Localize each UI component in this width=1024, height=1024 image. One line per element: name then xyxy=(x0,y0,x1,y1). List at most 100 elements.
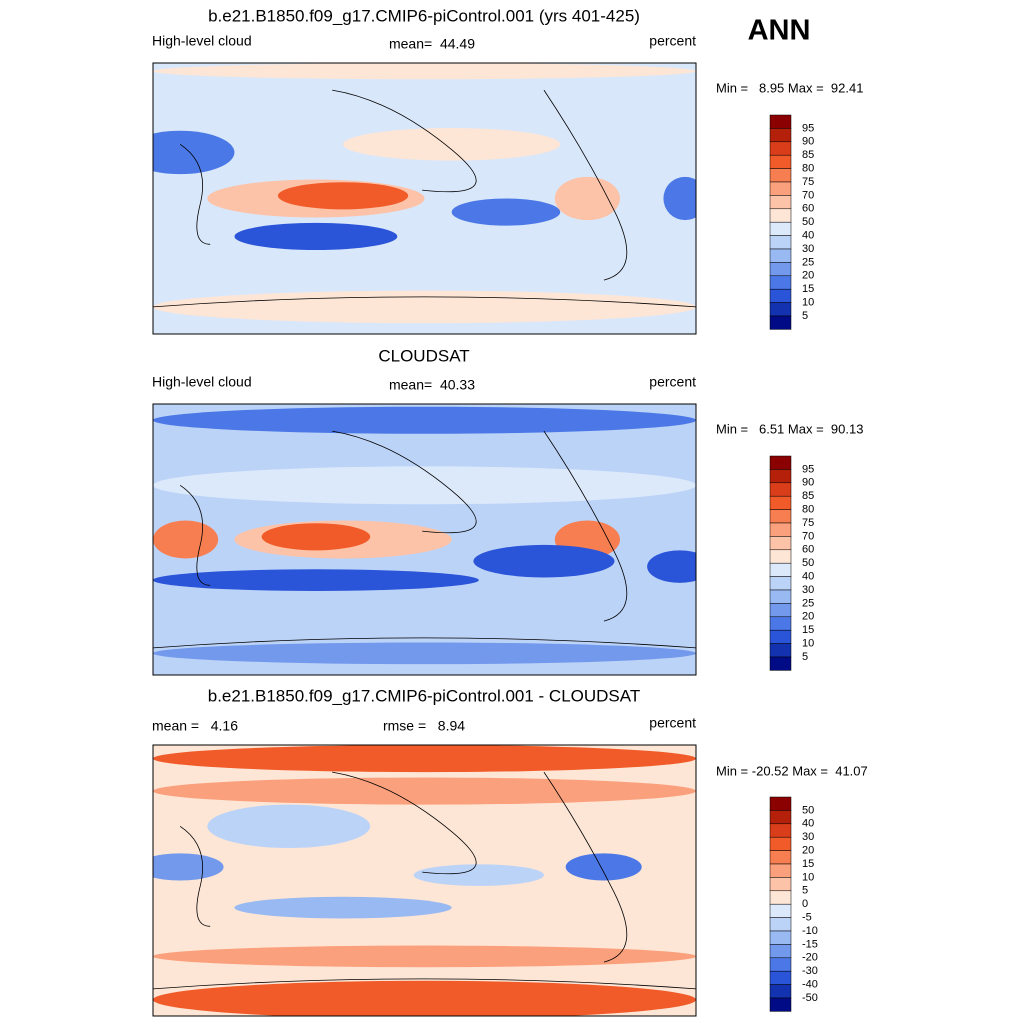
colorbar-box xyxy=(769,863,792,878)
colorbar-label: 60 xyxy=(802,544,814,556)
colorbar-box xyxy=(769,917,792,932)
contour-region xyxy=(153,466,696,505)
center-label: mean= 44.49 xyxy=(389,36,475,52)
colorbar-box xyxy=(769,930,792,945)
colorbar-label: 40 xyxy=(802,818,814,830)
colorbar-box xyxy=(769,262,792,277)
colorbar-label: -30 xyxy=(802,965,818,977)
contour-region xyxy=(234,896,452,919)
colorbar-label: 10 xyxy=(802,871,814,883)
colorbar-box xyxy=(769,536,792,551)
colorbar-label: 85 xyxy=(802,149,814,161)
contour-region xyxy=(153,520,219,559)
colorbar-label: 70 xyxy=(802,530,814,542)
contour-region xyxy=(554,176,620,221)
colorbar-label: 85 xyxy=(802,490,814,502)
map xyxy=(153,63,696,334)
contour-region xyxy=(153,745,696,773)
coastline xyxy=(153,771,696,990)
center-label: mean= 40.33 xyxy=(389,377,475,393)
map-frame xyxy=(152,744,697,1017)
colorbar-box xyxy=(769,235,792,250)
contour-region xyxy=(153,777,696,805)
colorbar-label: 90 xyxy=(802,136,814,148)
contour-region xyxy=(153,853,224,881)
colorbar-box xyxy=(769,616,792,631)
right-label: percent xyxy=(649,715,696,731)
colorbar-label: 40 xyxy=(802,230,814,242)
colorbar-label: 30 xyxy=(802,831,814,843)
colorbar-box xyxy=(769,128,792,143)
season-label: ANN xyxy=(748,15,811,47)
colorbar-label: -10 xyxy=(802,925,818,937)
colorbar-label: 0 xyxy=(802,898,808,910)
contour-region xyxy=(473,544,615,578)
center-label: rmse = 8.94 xyxy=(383,718,465,734)
colorbar-label: 80 xyxy=(802,504,814,516)
colorbar-label: 20 xyxy=(802,270,814,282)
colorbar-label: 75 xyxy=(802,517,814,529)
colorbar-box xyxy=(769,576,792,591)
colorbar-box xyxy=(769,469,792,484)
contour-region xyxy=(153,980,696,1016)
colorbar-label: 75 xyxy=(802,176,814,188)
colorbar-label: -50 xyxy=(802,992,818,1004)
colorbar-label: 25 xyxy=(802,256,814,268)
colorbar-label: 15 xyxy=(802,624,814,636)
colorbar-box xyxy=(769,302,792,317)
contour-region xyxy=(663,176,696,221)
colorbar-box xyxy=(769,970,792,985)
panel-title: b.e21.B1850.f09_g17.CMIP6-piControl.001 … xyxy=(208,6,640,25)
contour-region xyxy=(647,550,696,583)
colorbar-box xyxy=(769,522,792,537)
contour-region xyxy=(277,182,409,210)
contour-region xyxy=(153,945,696,968)
panel-title: b.e21.B1850.f09_g17.CMIP6-piControl.001 … xyxy=(208,686,640,705)
colorbar-box xyxy=(769,850,792,865)
colorbar-label: 90 xyxy=(802,477,814,489)
colorbar-box xyxy=(769,168,792,183)
colorbar-box xyxy=(769,810,792,825)
min-max: Min = 6.51 Max = 90.13 xyxy=(716,421,863,436)
colorbar-label: 60 xyxy=(802,203,814,215)
colorbar-box xyxy=(769,984,792,999)
colorbar-box xyxy=(769,114,792,129)
coastline xyxy=(153,89,696,308)
contour-region xyxy=(153,130,235,175)
contour-region xyxy=(413,864,544,886)
contour-region xyxy=(153,290,696,324)
colorbar-label: -20 xyxy=(802,952,818,964)
colorbar-label: 95 xyxy=(802,463,814,475)
colorbar-box xyxy=(769,903,792,918)
colorbar-box xyxy=(769,208,792,223)
left-label: High-level cloud xyxy=(152,33,252,49)
map xyxy=(153,745,696,1016)
colorbar-box xyxy=(769,495,792,510)
colorbar-label: 20 xyxy=(802,611,814,623)
right-label: percent xyxy=(649,33,696,49)
panel-title: CLOUDSAT xyxy=(378,346,469,365)
colorbar-box xyxy=(769,275,792,290)
coastline xyxy=(153,430,696,649)
colorbar-box xyxy=(769,643,792,658)
colorbar-label: 10 xyxy=(802,638,814,650)
contour-region xyxy=(153,569,479,591)
colorbar-label: 15 xyxy=(802,858,814,870)
colorbar-box xyxy=(769,656,792,671)
contour-region xyxy=(261,523,371,551)
map-frame xyxy=(152,403,697,676)
left-label: High-level cloud xyxy=(152,374,252,390)
colorbar-label: -15 xyxy=(802,938,818,950)
colorbar-label: 10 xyxy=(802,297,814,309)
colorbar-box xyxy=(769,195,792,210)
min-max: Min = -20.52 Max = 41.07 xyxy=(716,763,868,778)
colorbar-box xyxy=(769,823,792,838)
contour-region xyxy=(153,642,696,665)
colorbar-box xyxy=(769,603,792,618)
colorbar-box xyxy=(769,482,792,497)
left-label: mean = 4.16 xyxy=(152,718,238,734)
map-frame xyxy=(152,62,697,335)
colorbar-label: -40 xyxy=(802,979,818,991)
